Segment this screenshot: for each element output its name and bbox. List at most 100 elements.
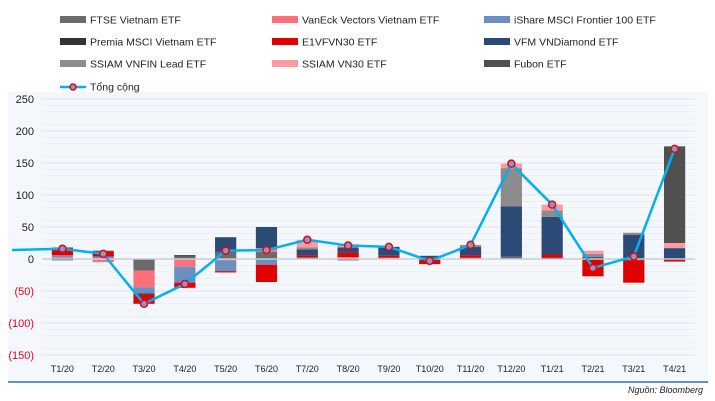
total-marker bbox=[588, 263, 598, 273]
bar-segment bbox=[378, 255, 400, 258]
total-marker bbox=[466, 240, 475, 250]
y-tick-label: 100 bbox=[16, 190, 34, 202]
bar-segment bbox=[541, 216, 563, 255]
x-tick-label: T11/20 bbox=[457, 364, 484, 374]
total-marker bbox=[139, 299, 149, 309]
bar-segment bbox=[296, 249, 318, 256]
y-tick-label: 200 bbox=[16, 126, 34, 138]
y-tick-label: 250 bbox=[16, 94, 34, 106]
bar-segment bbox=[215, 237, 237, 252]
total-marker bbox=[629, 252, 639, 261]
total-marker bbox=[221, 246, 230, 255]
legend-swatch bbox=[60, 16, 86, 23]
bar-segment bbox=[663, 243, 686, 249]
bar-segment bbox=[215, 260, 237, 272]
bar-segment bbox=[51, 255, 74, 258]
bar-segment bbox=[337, 247, 359, 253]
legend-label: FTSE Vietnam ETF bbox=[90, 15, 181, 27]
legend-line-marker bbox=[69, 83, 77, 91]
legend-swatch bbox=[484, 38, 510, 45]
legend-label: Tổng cộng bbox=[90, 82, 140, 94]
bar-segment bbox=[296, 255, 318, 258]
total-marker bbox=[547, 200, 557, 209]
bar-segment bbox=[623, 260, 645, 283]
y-tick-label: (100) bbox=[8, 318, 34, 330]
bar-segment bbox=[215, 251, 237, 259]
legend-label: VanEck Vectors Vietnam ETF bbox=[302, 15, 439, 27]
bar-segment bbox=[663, 248, 686, 259]
legend-swatch bbox=[272, 60, 298, 67]
x-tick-label: T10/20 bbox=[416, 364, 444, 374]
bar-segment bbox=[541, 210, 563, 217]
bar-segment bbox=[500, 168, 522, 207]
bar-segment bbox=[582, 257, 604, 259]
total-marker bbox=[670, 144, 679, 154]
legend-swatch bbox=[60, 60, 86, 67]
total-marker bbox=[303, 235, 312, 245]
x-tick-label: T2/21 bbox=[581, 364, 604, 374]
x-tick-label: T6/20 bbox=[255, 364, 278, 374]
y-tick-label: 50 bbox=[22, 222, 34, 234]
bar-segment bbox=[174, 259, 196, 267]
bar-segment bbox=[215, 271, 237, 273]
bar-segment bbox=[133, 259, 155, 271]
bar-segment bbox=[255, 259, 278, 265]
x-tick-label: T12/20 bbox=[497, 364, 525, 374]
bar-segment bbox=[663, 146, 686, 243]
bar-segment bbox=[174, 256, 196, 259]
bar-segment bbox=[459, 255, 482, 258]
bar-segment bbox=[133, 287, 155, 294]
legend-label: SSIAM VN30 ETF bbox=[302, 59, 387, 71]
bar-segment bbox=[255, 264, 278, 283]
total-marker bbox=[98, 249, 108, 259]
legend-label: iShare MSCI Frontier 100 ETF bbox=[514, 15, 656, 27]
bar-segment bbox=[133, 270, 155, 288]
legend-swatch bbox=[272, 38, 298, 45]
x-tick-label: T3/21 bbox=[622, 364, 645, 374]
legend-swatch bbox=[272, 16, 298, 23]
total-marker bbox=[384, 242, 394, 252]
bar-segment bbox=[541, 254, 563, 258]
bar-segment bbox=[663, 259, 686, 262]
legend-swatch bbox=[60, 38, 86, 45]
bar-segment bbox=[133, 294, 155, 304]
bar-segment bbox=[459, 246, 482, 256]
y-tick-label: 150 bbox=[16, 158, 34, 170]
legend-label: VFM VNDiamond ETF bbox=[514, 37, 618, 49]
legend-label: SSIAM VNFIN Lead ETF bbox=[90, 59, 206, 71]
bar-segment bbox=[582, 250, 604, 254]
total-marker bbox=[262, 245, 271, 255]
total-marker bbox=[343, 241, 353, 250]
total-marker bbox=[425, 256, 434, 266]
bar-segment bbox=[92, 259, 114, 263]
x-tick-label: T4/20 bbox=[173, 364, 196, 374]
bar-segment bbox=[133, 293, 155, 295]
bar-segment bbox=[337, 252, 359, 258]
legend-swatch bbox=[484, 16, 510, 23]
bar-segment bbox=[296, 257, 318, 259]
bar-segment bbox=[255, 251, 278, 259]
x-tick-label: T1/20 bbox=[51, 364, 74, 374]
x-tick-label: T5/20 bbox=[214, 364, 237, 374]
legend-label: E1VFVN30 ETF bbox=[302, 37, 377, 49]
bar-segment bbox=[378, 246, 400, 256]
bar-segment bbox=[296, 247, 318, 250]
y-tick-label: (50) bbox=[14, 286, 34, 298]
legend-swatch bbox=[484, 60, 510, 67]
bar-segment bbox=[500, 256, 522, 259]
x-tick-label: T8/20 bbox=[337, 364, 360, 374]
legend-label: Fubon ETF bbox=[514, 59, 567, 71]
bar-segment bbox=[337, 257, 359, 259]
y-tick-label: 0 bbox=[28, 254, 34, 266]
source-note: Nguồn: Bloomberg bbox=[627, 385, 703, 395]
bar-segment bbox=[51, 257, 74, 258]
x-tick-label: T2/20 bbox=[92, 364, 115, 374]
x-tick-label: T1/21 bbox=[541, 364, 564, 374]
x-tick-label: T3/20 bbox=[133, 364, 156, 374]
plot-background bbox=[8, 92, 708, 382]
bar-segment bbox=[174, 255, 196, 257]
bar-segment bbox=[255, 227, 278, 249]
x-tick-label: T7/20 bbox=[296, 364, 319, 374]
bar-segment bbox=[582, 253, 604, 258]
